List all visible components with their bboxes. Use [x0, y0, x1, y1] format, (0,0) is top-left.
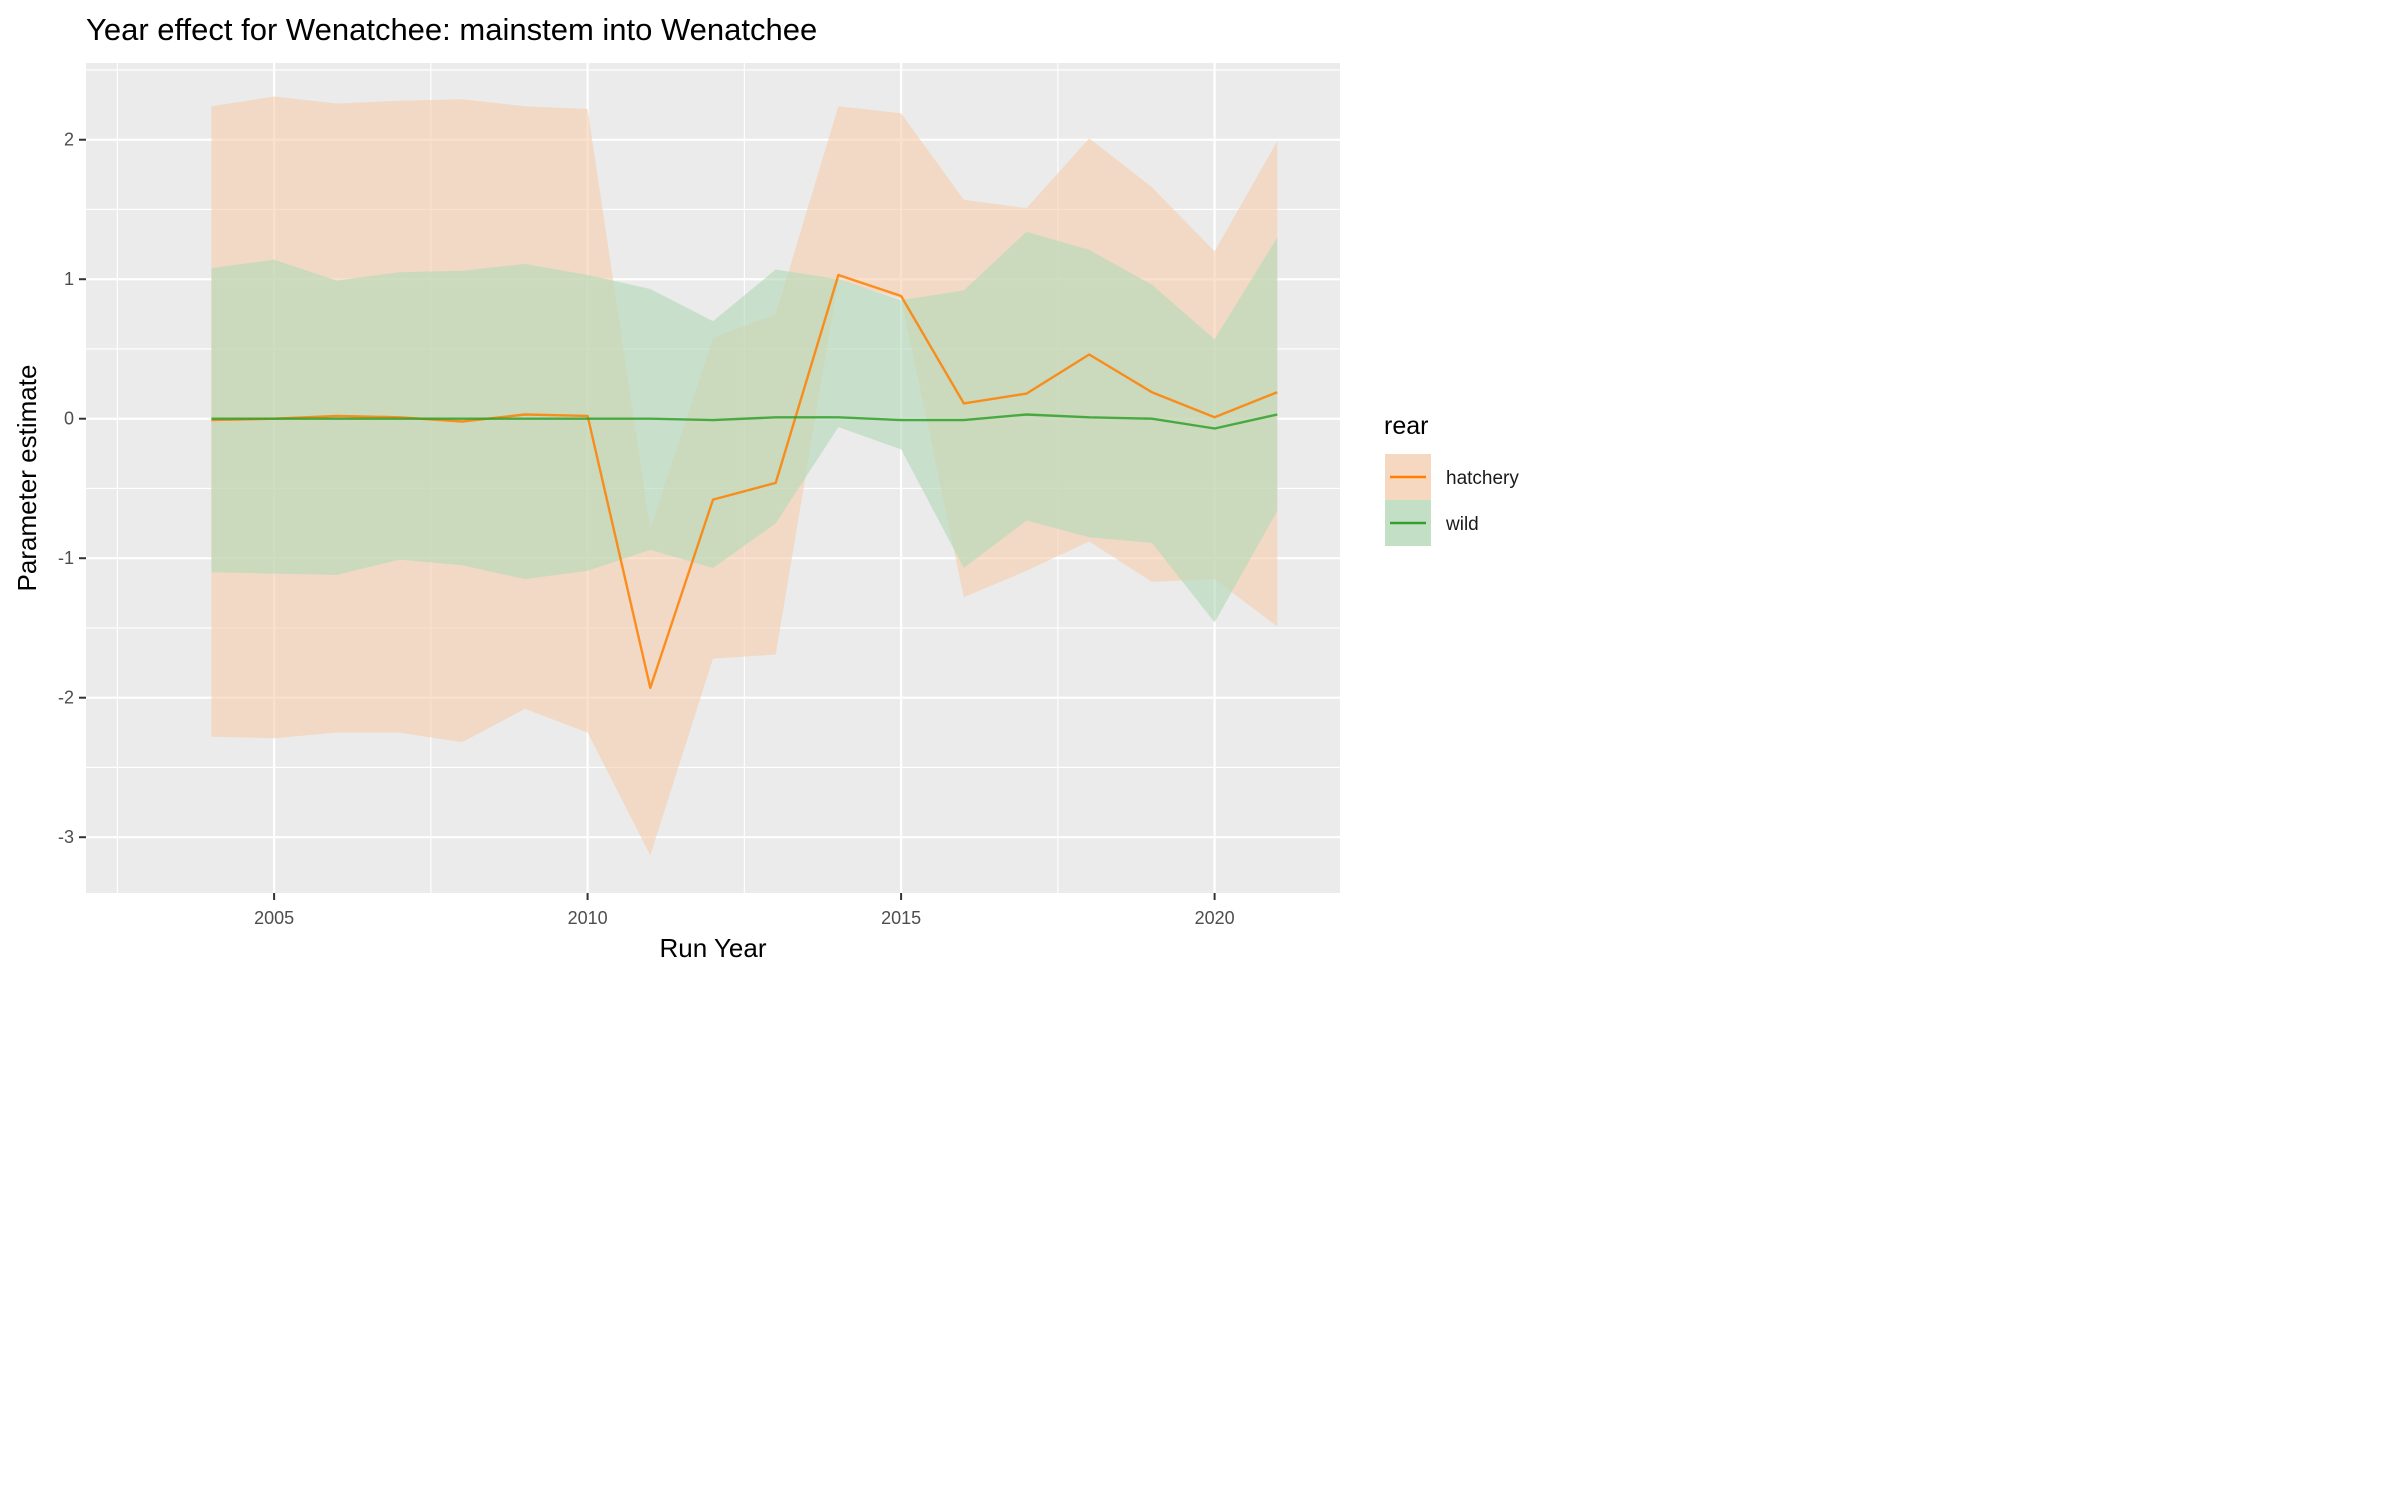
chart-title: Year effect for Wenatchee: mainstem into…: [86, 12, 817, 47]
x-tick-label: 2015: [881, 908, 921, 928]
legend-label-hatchery: hatchery: [1446, 468, 1519, 489]
y-tick-label: -2: [58, 688, 74, 708]
x-tick-label: 2010: [568, 908, 608, 928]
y-tick-label: 2: [64, 130, 74, 150]
x-tick-label: 2005: [254, 908, 294, 928]
line-wild: [211, 413, 1278, 430]
ribbon-wild: [211, 231, 1278, 623]
legend: rear hatchery wild: [1384, 412, 1519, 546]
chart: Year effect for Wenatchee: mainstem into…: [0, 0, 1553, 971]
y-tick-label: 0: [64, 409, 74, 429]
x-axis-title: Run Year: [660, 933, 767, 963]
confidence-ribbons: [211, 96, 1278, 856]
y-axis: -3 -2 -1 0 1 2: [58, 130, 86, 847]
legend-label-wild: wild: [1445, 514, 1479, 535]
y-tick-label: -3: [58, 827, 74, 847]
y-tick-label: 1: [64, 269, 74, 289]
x-tick-label: 2020: [1195, 908, 1235, 928]
line-hatchery: [211, 273, 1278, 690]
legend-title: rear: [1384, 412, 1428, 440]
x-axis: 2005 2010 2015 2020: [254, 893, 1235, 928]
series-lines: [211, 273, 1278, 690]
y-tick-label: -1: [58, 548, 74, 568]
y-axis-title: Parameter estimate: [12, 365, 42, 592]
